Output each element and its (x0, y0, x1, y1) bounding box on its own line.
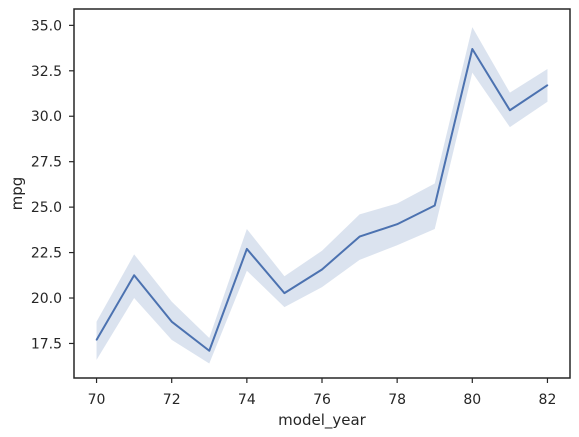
x-axis-label: model_year (278, 411, 367, 430)
data-point (170, 320, 173, 323)
y-axis: 17.5 20.0 22.5 25.0 27.5 30.0 32.5 35.0 (31, 18, 74, 352)
data-point (283, 292, 286, 294)
x-tick-label: 76 (313, 392, 331, 408)
y-tick-label: 22.5 (31, 246, 62, 262)
data-point (509, 109, 511, 112)
data-point (133, 274, 135, 277)
plot-area (95, 27, 549, 364)
data-point (471, 48, 474, 50)
y-tick-label: 25.0 (31, 200, 62, 216)
x-tick-label: 74 (238, 392, 256, 408)
x-tick-label: 78 (388, 392, 406, 408)
x-tick-label: 70 (88, 392, 106, 408)
y-tick-label: 17.5 (31, 336, 62, 352)
axes-frame (73, 8, 571, 379)
data-point (358, 235, 361, 238)
y-tick-label: 35.0 (31, 18, 62, 34)
y-tick-label: 27.5 (31, 155, 62, 171)
data-point (433, 204, 436, 207)
y-tick-label: 20.0 (31, 291, 62, 307)
y-tick-label: 32.5 (31, 64, 62, 80)
data-point (321, 268, 323, 271)
y-tick-label: 30.0 (31, 109, 62, 125)
data-point (396, 223, 398, 226)
data-point (246, 248, 248, 250)
data-point (546, 84, 549, 86)
x-tick-label: 82 (539, 392, 557, 408)
data-point (208, 349, 211, 352)
data-point (95, 339, 98, 341)
y-axis-label: mpg (8, 177, 26, 211)
x-axis: 70 72 74 76 78 80 82 (88, 378, 557, 408)
x-tick-label: 80 (463, 392, 481, 408)
x-tick-label: 72 (163, 392, 181, 408)
